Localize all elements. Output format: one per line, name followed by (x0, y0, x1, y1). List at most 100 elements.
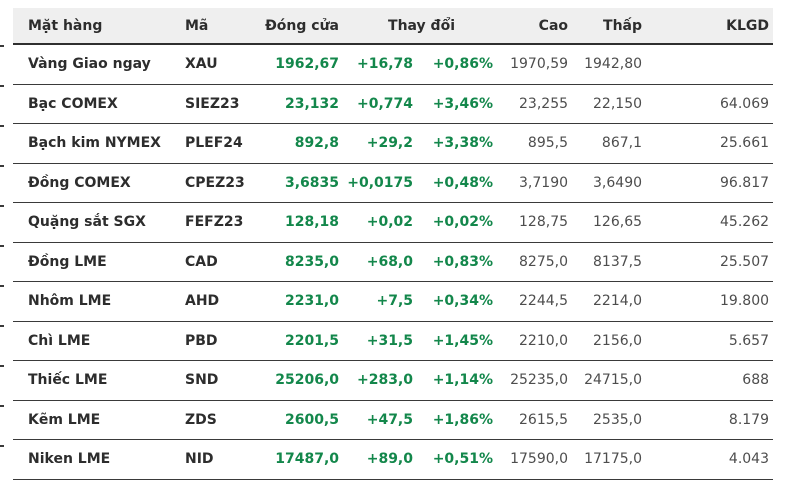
cell-low: 17175,0 (573, 439, 648, 480)
cell-low: 867,1 (573, 123, 648, 164)
cell-low: 24715,0 (573, 360, 648, 401)
cell-code: XAU (170, 44, 245, 85)
cell-code: PBD (170, 321, 245, 361)
cropped-left-table-fragment (0, 8, 4, 478)
table-row: Thiếc LME SND 25206,0 +283,0 +1,14% 2523… (13, 360, 774, 401)
table-row: Quặng sắt SGX FEFZ23 128,18 +0,02 +0,02%… (13, 202, 774, 243)
cell-code: FEFZ23 (170, 202, 245, 243)
cell-volume: 25.661 (647, 123, 774, 164)
column-header-item: Mặt hàng (13, 8, 170, 45)
cell-low: 2535,0 (573, 400, 648, 440)
cell-change: +283,0 (345, 360, 418, 401)
table-header-row: Mặt hàng Mã Đóng cửa Thay đổi Cao Thấp K… (13, 8, 774, 45)
cell-change: +0,0175 (345, 163, 418, 203)
column-header-high: Cao (498, 8, 574, 45)
cell-code: AHD (170, 281, 245, 322)
cell-item: Quặng sắt SGX (13, 202, 170, 243)
cell-close: 128,18 (245, 202, 345, 243)
cell-code: PLEF24 (170, 123, 245, 164)
commodity-price-table: Mặt hàng Mã Đóng cửa Thay đổi Cao Thấp K… (13, 8, 774, 480)
cell-close: 23,132 (245, 84, 345, 124)
cell-change-pct: +3,46% (418, 84, 499, 124)
cell-close: 2231,0 (245, 281, 345, 322)
table-row: Vàng Giao ngay XAU 1962,67 +16,78 +0,86%… (13, 44, 774, 85)
cell-item: Vàng Giao ngay (13, 44, 170, 85)
cell-high: 23,255 (498, 84, 574, 124)
cell-low: 3,6490 (573, 163, 648, 203)
cell-volume: 688 (647, 360, 774, 401)
table-header: Mặt hàng Mã Đóng cửa Thay đổi Cao Thấp K… (13, 8, 774, 45)
cell-change: +29,2 (345, 123, 418, 164)
cell-volume: 64.069 (647, 84, 774, 124)
column-header-volume: KLGD (647, 8, 774, 45)
cell-high: 895,5 (498, 123, 574, 164)
cell-change-pct: +3,38% (418, 123, 499, 164)
cell-change-pct: +0,48% (418, 163, 499, 203)
column-header-change: Thay đổi (345, 8, 499, 45)
cell-change-pct: +0,51% (418, 439, 499, 480)
column-header-low: Thấp (573, 8, 648, 45)
cell-low: 126,65 (573, 202, 648, 243)
cell-close: 3,6835 (245, 163, 345, 203)
cell-item: Niken LME (13, 439, 170, 480)
table-row: Niken LME NID 17487,0 +89,0 +0,51% 17590… (13, 439, 774, 480)
cell-close: 17487,0 (245, 439, 345, 480)
cell-change-pct: +1,45% (418, 321, 499, 361)
cell-change: +47,5 (345, 400, 418, 440)
cell-change-pct: +0,83% (418, 242, 499, 282)
cell-item: Bạch kim NYMEX (13, 123, 170, 164)
cell-close: 2201,5 (245, 321, 345, 361)
table-body: Vàng Giao ngay XAU 1962,67 +16,78 +0,86%… (13, 44, 774, 480)
cell-change: +68,0 (345, 242, 418, 282)
cell-code: SND (170, 360, 245, 401)
cell-high: 25235,0 (498, 360, 574, 401)
cell-high: 8275,0 (498, 242, 574, 282)
table-row: Chì LME PBD 2201,5 +31,5 +1,45% 2210,0 2… (13, 321, 774, 361)
cell-close: 25206,0 (245, 360, 345, 401)
cell-change-pct: +1,14% (418, 360, 499, 401)
cell-change: +7,5 (345, 281, 418, 322)
cell-change: +0,02 (345, 202, 418, 243)
table-row: Bạc COMEX SIEZ23 23,132 +0,774 +3,46% 23… (13, 84, 774, 124)
cell-code: CPEZ23 (170, 163, 245, 203)
cell-volume: 25.507 (647, 242, 774, 282)
cell-item: Nhôm LME (13, 281, 170, 322)
cell-item: Đồng COMEX (13, 163, 170, 203)
cell-item: Đồng LME (13, 242, 170, 282)
cell-volume: 96.817 (647, 163, 774, 203)
cell-high: 1970,59 (498, 44, 574, 85)
cell-item: Kẽm LME (13, 400, 170, 440)
cell-high: 128,75 (498, 202, 574, 243)
cell-low: 8137,5 (573, 242, 648, 282)
cell-high: 17590,0 (498, 439, 574, 480)
column-header-close: Đóng cửa (245, 8, 345, 45)
cell-change: +89,0 (345, 439, 418, 480)
cell-close: 8235,0 (245, 242, 345, 282)
cell-low: 22,150 (573, 84, 648, 124)
cell-close: 892,8 (245, 123, 345, 164)
cell-change-pct: +0,86% (418, 44, 499, 85)
column-header-code: Mã (170, 8, 245, 45)
cell-low: 1942,80 (573, 44, 648, 85)
cell-high: 2615,5 (498, 400, 574, 440)
cell-code: CAD (170, 242, 245, 282)
cell-code: ZDS (170, 400, 245, 440)
table-row: Nhôm LME AHD 2231,0 +7,5 +0,34% 2244,5 2… (13, 281, 774, 322)
cell-code: SIEZ23 (170, 84, 245, 124)
cell-change: +31,5 (345, 321, 418, 361)
cell-change: +0,774 (345, 84, 418, 124)
cell-change-pct: +1,86% (418, 400, 499, 440)
cell-change-pct: +0,02% (418, 202, 499, 243)
cell-volume (647, 44, 774, 85)
cell-item: Chì LME (13, 321, 170, 361)
cell-close: 1962,67 (245, 44, 345, 85)
cell-volume: 8.179 (647, 400, 774, 440)
cell-close: 2600,5 (245, 400, 345, 440)
cell-volume: 5.657 (647, 321, 774, 361)
cell-high: 2210,0 (498, 321, 574, 361)
cell-item: Bạc COMEX (13, 84, 170, 124)
table-row: Bạch kim NYMEX PLEF24 892,8 +29,2 +3,38%… (13, 123, 774, 164)
table-row: Đồng LME CAD 8235,0 +68,0 +0,83% 8275,0 … (13, 242, 774, 282)
cell-high: 3,7190 (498, 163, 574, 203)
cell-low: 2156,0 (573, 321, 648, 361)
